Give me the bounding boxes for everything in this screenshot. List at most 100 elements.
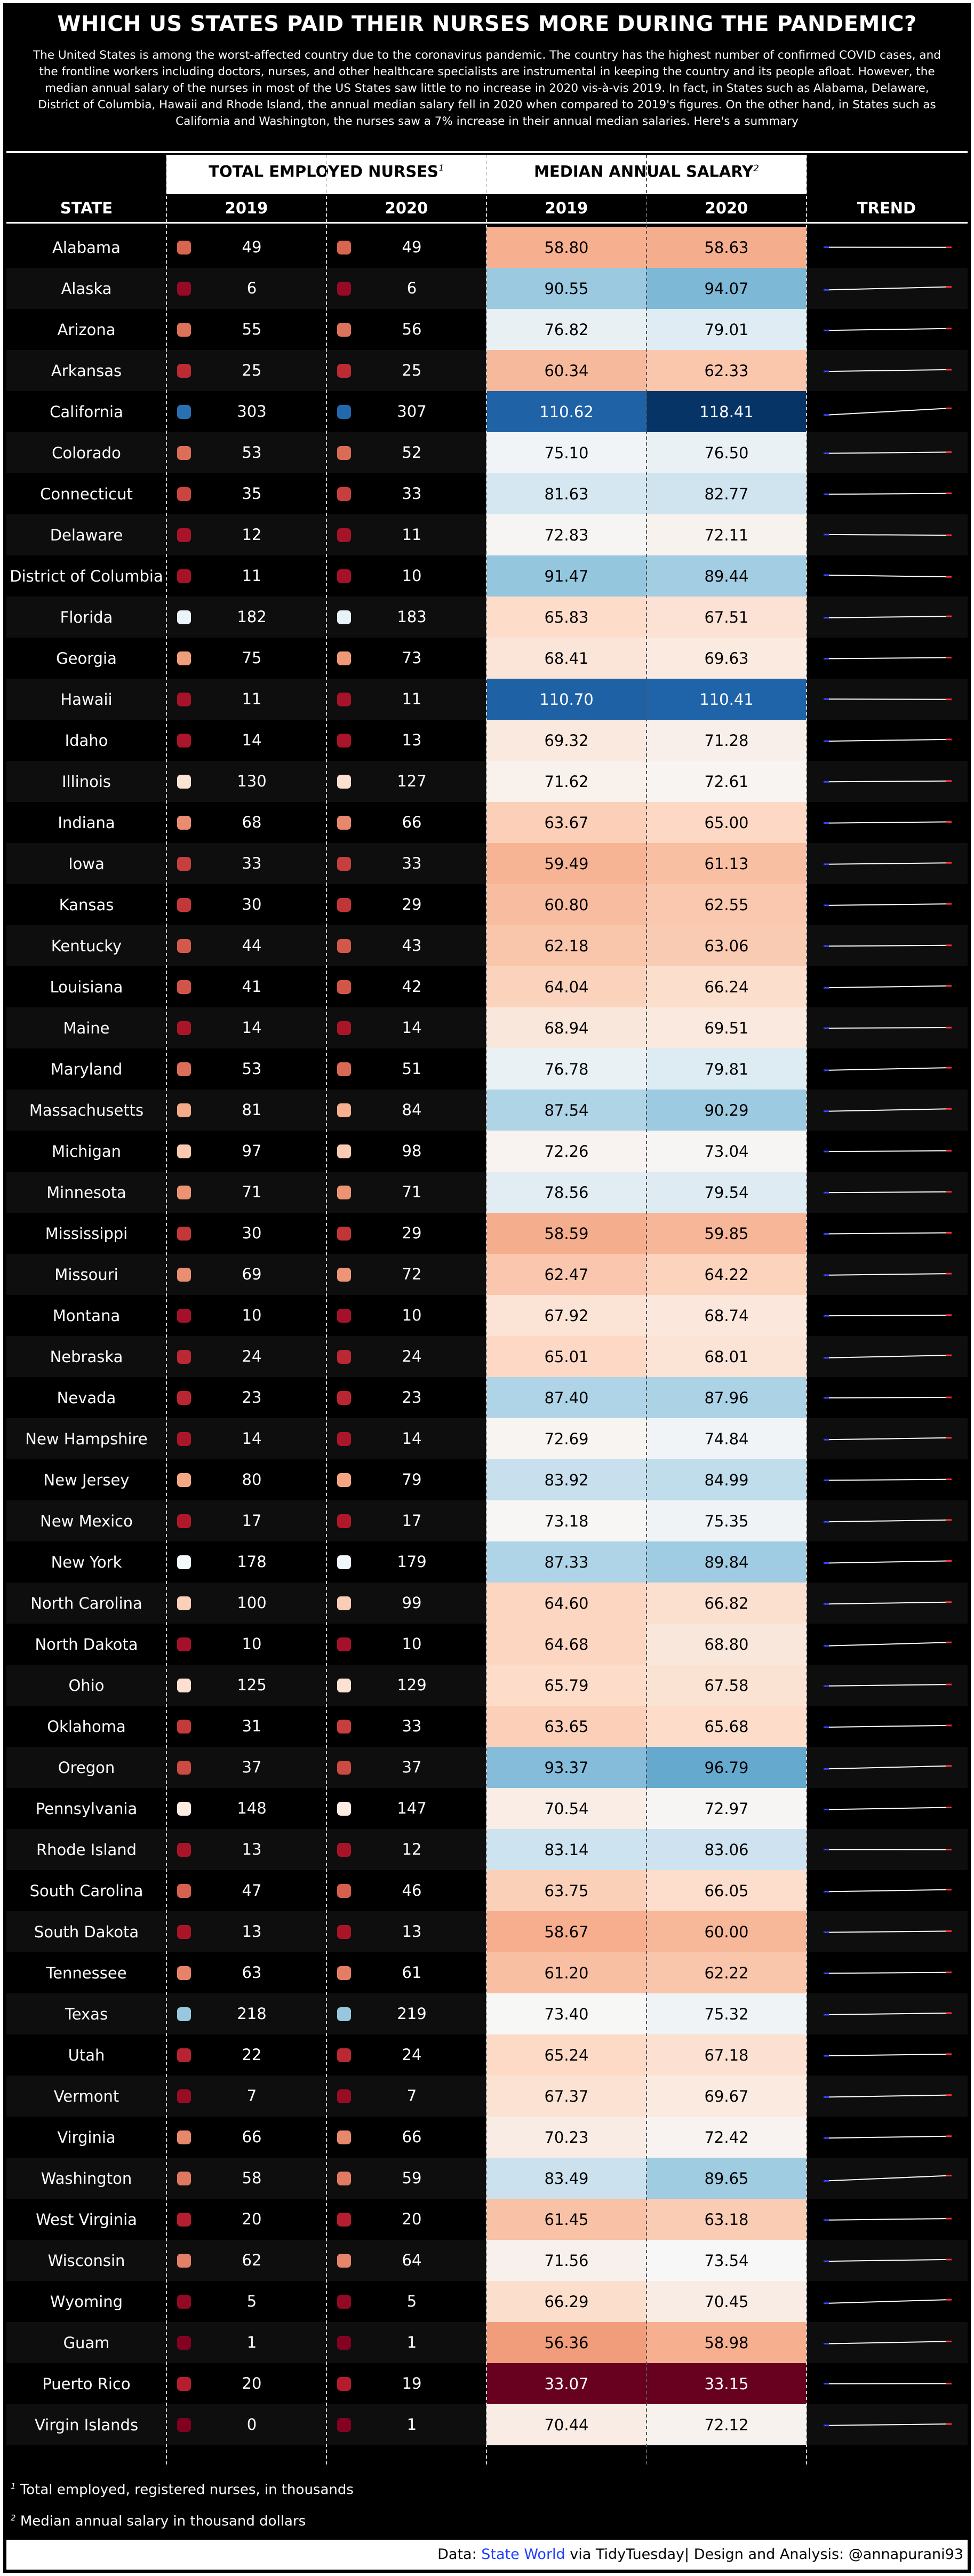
employed-color-marker <box>177 1021 191 1035</box>
state-name: Minnesota <box>46 1183 126 1202</box>
salary-value-2019: 68.41 <box>486 638 646 679</box>
employed-value: 148 <box>237 1799 267 1817</box>
trend-sparkline <box>824 534 952 536</box>
salary-value-2020: 79.54 <box>646 1172 807 1213</box>
employed-color-marker <box>177 1186 191 1199</box>
salary-value-2020: 110.41 <box>646 679 807 720</box>
table-row: Nebraska 24 24 65.01 68.01 <box>6 1336 968 1377</box>
employed-value: 53 <box>242 1060 262 1078</box>
employed-value: 49 <box>242 238 262 256</box>
employed-color-marker <box>177 610 191 624</box>
trend-cell <box>808 884 968 925</box>
employed-cell-2019: 10 <box>166 1624 326 1665</box>
salary-value-2019: 58.67 <box>486 1911 646 1952</box>
salary-value-2020: 89.84 <box>646 1541 807 1583</box>
employed-color-marker <box>337 569 351 583</box>
employed-color-marker <box>177 734 191 748</box>
salary-value-2020: 68.74 <box>646 1295 807 1336</box>
trend-line <box>826 1314 949 1317</box>
employed-cell-2019: 14 <box>166 720 326 761</box>
employed-color-marker <box>337 651 351 665</box>
employed-cell-2019: 130 <box>166 761 326 802</box>
salary-value-2020: 68.80 <box>646 1624 807 1665</box>
table-row: Kentucky 44 43 62.18 63.06 <box>6 925 968 966</box>
employed-cell-2020: 11 <box>326 679 486 720</box>
employed-cell-2020: 61 <box>326 1952 486 1993</box>
trend-cell <box>808 2117 968 2158</box>
state-name: District of Columbia <box>10 567 163 585</box>
trend-sparkline <box>824 2340 952 2345</box>
employed-cell-2019: 41 <box>166 966 326 1007</box>
trend-sparkline <box>824 2423 952 2427</box>
employed-value: 23 <box>242 1388 262 1406</box>
employed-value: 5 <box>246 2292 257 2310</box>
salary-value-2020: 79.01 <box>646 309 807 350</box>
trend-line <box>826 1067 949 1071</box>
employed-value: 183 <box>397 608 427 626</box>
footer-data-source-link[interactable]: State World <box>481 2546 565 2563</box>
footer-band <box>6 2540 968 2570</box>
salary-value-2019: 60.80 <box>486 884 646 925</box>
employed-color-marker <box>337 282 351 296</box>
employed-color-marker <box>337 775 351 789</box>
employed-value: 19 <box>402 2374 422 2392</box>
state-name: New York <box>51 1553 122 1571</box>
table-row: Missouri 69 72 62.47 64.22 <box>6 1254 968 1295</box>
employed-color-marker <box>337 1596 351 1610</box>
trend-line <box>826 2012 949 2016</box>
salary-value-2019: 68.94 <box>486 1007 646 1048</box>
salary-value-2020: 67.18 <box>646 2034 807 2076</box>
trend-sparkline <box>824 286 952 291</box>
employed-value: 1 <box>406 2333 417 2351</box>
employed-cell-2019: 11 <box>166 555 326 597</box>
trend-line <box>826 1478 949 1481</box>
employed-color-marker <box>177 1843 191 1857</box>
employed-color-marker <box>337 1884 351 1898</box>
salary-value-2020: 73.54 <box>646 2240 807 2281</box>
employed-value: 33 <box>402 854 422 872</box>
employed-color-marker <box>177 2048 191 2062</box>
employed-cell-2019: 17 <box>166 1500 326 1541</box>
employed-color-marker <box>177 323 191 337</box>
employed-value: 219 <box>397 2005 427 2023</box>
trend-sparkline <box>824 862 952 865</box>
table-row: Tennessee 63 61 61.20 62.22 <box>6 1952 968 1993</box>
employed-value: 130 <box>237 772 267 790</box>
employed-value: 1 <box>246 2333 257 2351</box>
employed-color-marker <box>337 1021 351 1035</box>
trend-sparkline <box>824 1478 952 1481</box>
trend-line <box>826 1930 949 1933</box>
employed-cell-2020: 33 <box>326 1706 486 1747</box>
state-name: Arkansas <box>51 361 122 380</box>
employed-color-marker <box>337 1637 351 1651</box>
footnote-1-text: Total employed, registered nurses, in th… <box>20 2482 354 2498</box>
salary-value-2020: 67.51 <box>646 597 807 638</box>
table-row: New Mexico 17 17 73.18 75.35 <box>6 1500 968 1541</box>
trend-line <box>826 286 949 291</box>
state-name: Wisconsin <box>47 2251 125 2270</box>
employed-cell-2020: 129 <box>326 1665 486 1706</box>
trend-cell <box>808 1993 968 2034</box>
salary-value-2019: 58.80 <box>486 227 646 268</box>
employed-value: 5 <box>406 2292 417 2310</box>
table-row: Alabama 49 49 58.80 58.63 <box>6 227 968 268</box>
employed-cell-2020: 56 <box>326 309 486 350</box>
employed-cell-2020: 13 <box>326 1911 486 1952</box>
trend-sparkline <box>824 1889 952 1893</box>
employed-color-marker <box>337 1227 351 1241</box>
trend-sparkline <box>824 1150 952 1152</box>
trend-line <box>826 1108 949 1112</box>
table-row: Maine 14 14 68.94 69.51 <box>6 1007 968 1048</box>
employed-value: 24 <box>402 2046 422 2064</box>
employed-value: 53 <box>242 443 262 462</box>
employed-value: 46 <box>402 1881 422 1899</box>
employed-value: 129 <box>397 1676 427 1694</box>
trend-sparkline <box>824 1067 952 1071</box>
trend-sparkline <box>824 2135 952 2139</box>
column-header-employed-2019: 2019 <box>225 199 268 217</box>
employed-color-marker <box>177 2130 191 2144</box>
salary-value-2019: 61.20 <box>486 1952 646 1993</box>
employed-value: 75 <box>242 649 262 667</box>
employed-color-marker <box>177 1514 191 1528</box>
salary-value-2020: 90.29 <box>646 1090 807 1131</box>
